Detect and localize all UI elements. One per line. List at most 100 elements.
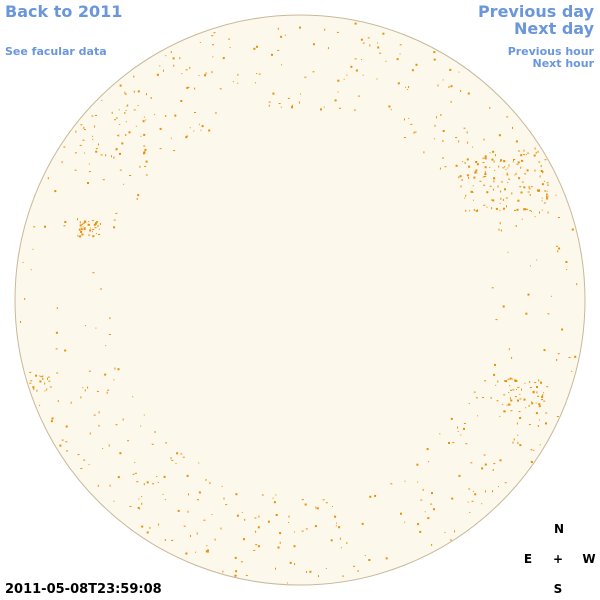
facula (113, 226, 116, 229)
facula (426, 448, 429, 451)
facula (506, 172, 508, 175)
facula (63, 225, 66, 227)
facula (312, 71, 315, 73)
facula (500, 197, 502, 200)
facula (499, 202, 501, 204)
facular-link[interactable]: See facular data (5, 45, 107, 58)
facula (512, 126, 513, 129)
facula (450, 100, 452, 103)
facula (510, 399, 513, 402)
facula (165, 115, 167, 117)
facula (470, 462, 473, 464)
facula (324, 28, 326, 31)
facula (327, 47, 329, 50)
facula (502, 167, 505, 169)
facula (404, 480, 406, 482)
facula (410, 123, 413, 125)
facula (334, 515, 337, 518)
compass-north: N (553, 522, 565, 536)
facula (420, 499, 423, 501)
facula (65, 441, 68, 443)
facula (137, 194, 140, 197)
facula (139, 165, 141, 168)
previous-day-link[interactable]: Previous day (477, 2, 594, 21)
facula (467, 141, 469, 144)
facula (484, 155, 487, 158)
facula (44, 390, 46, 392)
facula (98, 234, 100, 235)
facula (490, 199, 493, 201)
facula (514, 379, 517, 382)
facula (280, 35, 283, 38)
facula (171, 539, 174, 541)
facula (503, 394, 506, 396)
facula (143, 116, 145, 118)
facula (508, 348, 510, 351)
facula (491, 287, 494, 289)
facula (314, 525, 317, 528)
facula (97, 224, 99, 227)
facula (75, 130, 77, 133)
facula (156, 476, 158, 477)
facula (129, 506, 132, 507)
facula (546, 190, 548, 192)
facula (212, 56, 214, 58)
facula (541, 209, 543, 211)
facula (523, 398, 526, 401)
facula (258, 515, 260, 518)
facula (137, 506, 140, 509)
facula (102, 179, 105, 181)
facula (481, 467, 484, 470)
facula (325, 568, 327, 569)
facula (537, 190, 540, 192)
facula (540, 165, 542, 167)
facula (382, 32, 385, 35)
facula (458, 474, 461, 477)
facula (471, 500, 474, 502)
previous-hour-link[interactable]: Previous hour (507, 45, 594, 58)
facula (143, 145, 146, 147)
facula (468, 165, 471, 168)
facula (79, 235, 82, 238)
facula (495, 384, 497, 386)
facula (547, 313, 550, 315)
facula (515, 140, 518, 143)
facula (198, 462, 200, 464)
facula (323, 106, 325, 108)
facula (225, 504, 228, 506)
facula (517, 399, 519, 402)
facula (471, 191, 474, 193)
facula (566, 269, 568, 270)
facula (141, 496, 143, 498)
facula (277, 546, 280, 549)
facula (465, 209, 467, 212)
back-link[interactable]: Back to 2011 (5, 2, 123, 21)
next-day-link[interactable]: Next day (514, 19, 594, 38)
facula (482, 397, 485, 398)
facula (61, 439, 64, 441)
facula (64, 221, 67, 223)
facula (255, 82, 256, 84)
facula (362, 42, 365, 44)
facula (279, 541, 281, 544)
facula (484, 157, 487, 160)
facula (116, 135, 118, 137)
facula (126, 105, 128, 107)
facula (534, 382, 537, 384)
facula (234, 575, 237, 577)
facula (565, 261, 568, 263)
facula (284, 34, 286, 36)
facula (530, 186, 533, 188)
next-hour-link[interactable]: Next hour (532, 57, 595, 70)
facula (186, 135, 189, 137)
facula (525, 407, 527, 409)
facula (170, 51, 172, 54)
facula (514, 381, 516, 382)
facula (113, 219, 116, 221)
facula (306, 571, 307, 573)
facula (507, 167, 509, 169)
facula (357, 570, 359, 572)
facula (89, 432, 91, 435)
facula (546, 386, 549, 388)
